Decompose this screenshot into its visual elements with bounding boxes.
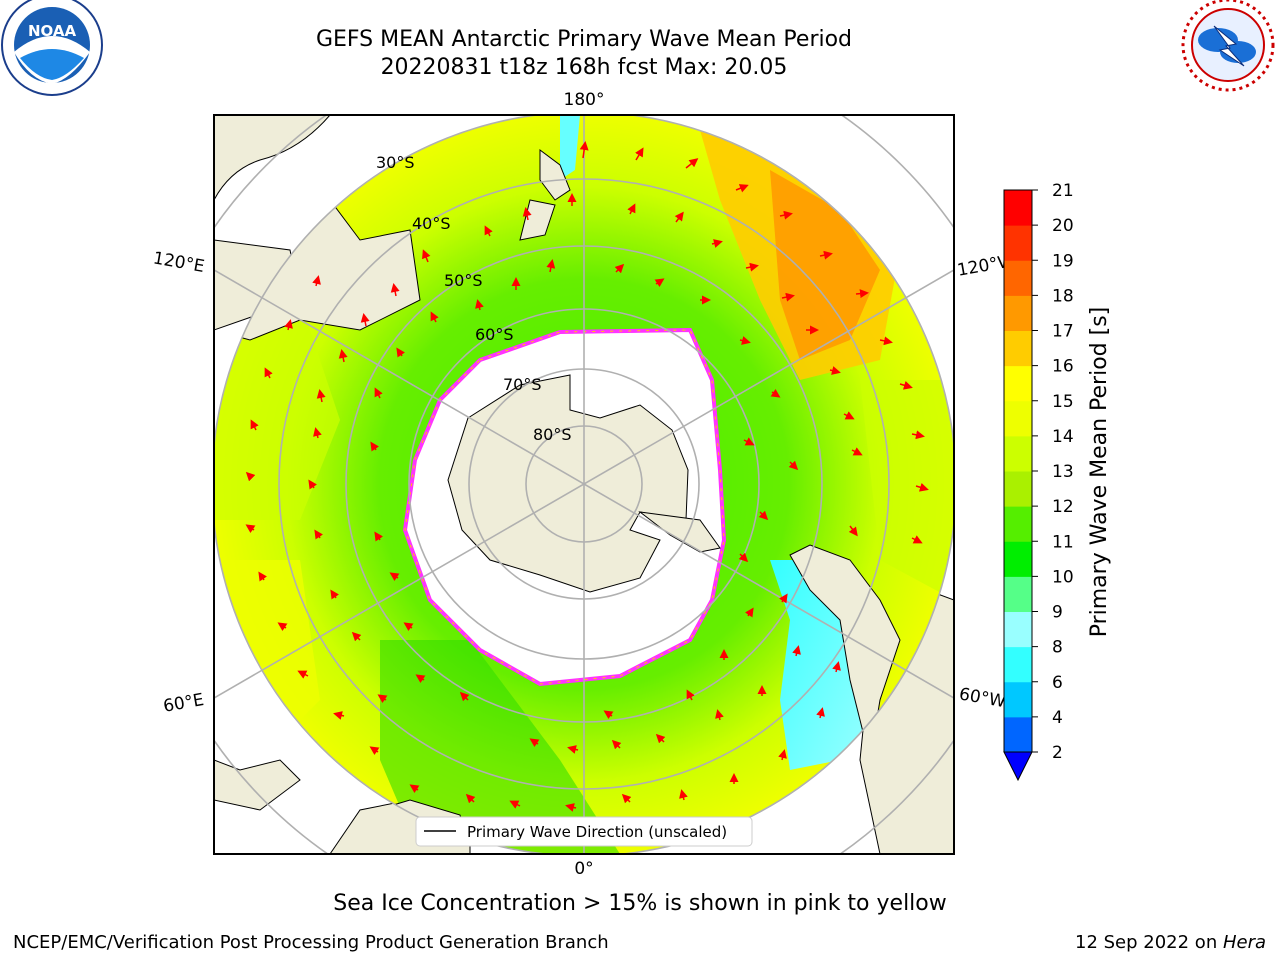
colorbar-bin bbox=[1004, 681, 1032, 718]
map-legend bbox=[415, 816, 753, 847]
colorbar-tick-label: 16 bbox=[1052, 357, 1074, 377]
map-title: GEFS MEAN Antarctic Primary Wave Mean Pe… bbox=[315, 27, 853, 52]
colorbar-bin bbox=[1004, 295, 1032, 331]
colorbar-bin bbox=[1004, 541, 1032, 577]
credit-date: 12 Sep 2022 on Hera bbox=[1075, 932, 1266, 954]
colorbar-tick-label: 10 bbox=[1052, 567, 1074, 587]
colorbar-bin bbox=[1004, 260, 1032, 296]
colorbar-tick-label: 19 bbox=[1052, 251, 1074, 271]
lat-label-50s: 50°S bbox=[444, 271, 483, 290]
graticule bbox=[214, 115, 954, 854]
colorbar-tick-label: 14 bbox=[1052, 427, 1074, 447]
lat-label-80s: 80°S bbox=[533, 425, 572, 444]
colorbar-tick-label: 4 bbox=[1052, 708, 1063, 728]
colorbar-tick-label: 13 bbox=[1052, 462, 1074, 482]
colorbar-label: Primary Wave Mean Period [s] bbox=[1087, 307, 1112, 638]
colorbar-bin bbox=[1004, 365, 1032, 402]
map-subtitle: 20220831 t18z 168h fcst Max: 20.05 bbox=[380, 55, 788, 80]
lat-label-40s: 40°S bbox=[412, 214, 451, 233]
colorbar-bin bbox=[1004, 576, 1032, 612]
colorbar-bin bbox=[1004, 400, 1032, 437]
colorbar-tick-label: 12 bbox=[1052, 497, 1074, 517]
colorbar-bin bbox=[1004, 190, 1032, 226]
colorbar-bin bbox=[1004, 330, 1032, 367]
colorbar-tick-label: 20 bbox=[1052, 216, 1074, 236]
credit-branch: NCEP/EMC/Verification Post Processing Pr… bbox=[13, 932, 609, 953]
colorbar-bin bbox=[1004, 471, 1032, 507]
sea-ice-caption: Sea Ice Concentration > 15% is shown in … bbox=[333, 891, 947, 916]
colorbar-bin bbox=[1004, 506, 1032, 542]
legend-label: Primary Wave Direction (unscaled) bbox=[467, 823, 727, 841]
colorbar-bin bbox=[1004, 716, 1032, 753]
map-frame bbox=[213, 114, 955, 855]
colorbar-bin bbox=[1004, 611, 1032, 648]
colorbar-tick-label: 11 bbox=[1052, 532, 1074, 552]
lon-label-120e: 120°E bbox=[152, 248, 206, 277]
lat-label-70s: 70°S bbox=[503, 375, 542, 394]
colorbar-tick-label: 9 bbox=[1052, 603, 1063, 623]
colorbar-bin bbox=[1004, 225, 1032, 261]
colorbar-under-extension bbox=[1003, 751, 1033, 782]
noaa-logo-text: NOAA bbox=[28, 22, 77, 40]
colorbar: 2 4 6 8 9 10 11 12 13 14 15 16 17 18 19 20 21 bbox=[1003, 181, 1074, 782]
noaa-logo-icon: NOAA bbox=[1, 0, 103, 96]
lon-label-60e: 60°E bbox=[162, 690, 206, 717]
lat-label-30s: 30°S bbox=[376, 153, 415, 172]
colorbar-tick-label: 21 bbox=[1052, 181, 1074, 201]
colorbar-bin bbox=[1004, 435, 1032, 472]
colorbar-tick-label: 17 bbox=[1052, 322, 1074, 342]
lat-label-60s: 60°S bbox=[475, 325, 514, 344]
colorbar-tick-label: 2 bbox=[1052, 743, 1063, 763]
credit-system: Hera bbox=[1222, 932, 1266, 953]
credit-date-text: 12 Sep 2022 on bbox=[1075, 932, 1223, 953]
colorbar-tick-label: 8 bbox=[1052, 638, 1063, 658]
lon-label-0: 0° bbox=[574, 859, 593, 879]
lon-label-60w: 60°W bbox=[957, 684, 1007, 712]
colorbar-tick-label: 18 bbox=[1052, 286, 1074, 306]
nws-logo-icon bbox=[1180, 0, 1276, 93]
colorbar-tick-label: 15 bbox=[1052, 392, 1074, 412]
colorbar-tick-label: 6 bbox=[1052, 673, 1063, 693]
lon-label-180: 180° bbox=[564, 90, 605, 110]
wave-direction-vectors bbox=[245, 141, 929, 812]
colorbar-bin bbox=[1004, 646, 1032, 683]
